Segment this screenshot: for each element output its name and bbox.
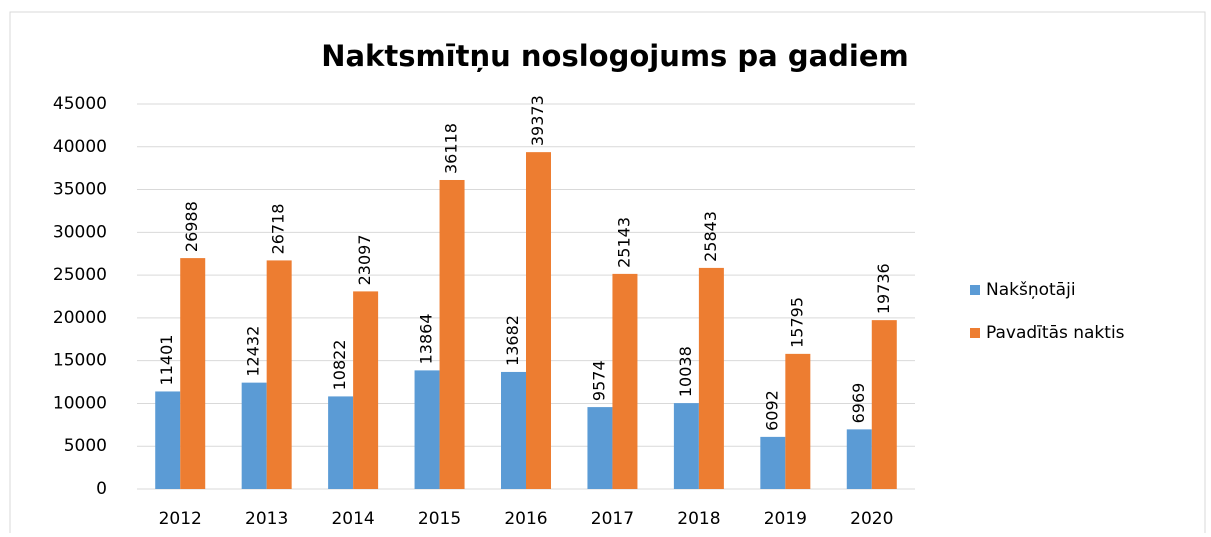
data-label: 10038: [676, 346, 695, 397]
bar: [241, 382, 267, 489]
x-tick-label: 2018: [677, 509, 720, 529]
data-label: 15795: [787, 297, 806, 348]
data-label: 39373: [528, 95, 547, 146]
bar: [612, 273, 638, 489]
legend-label: Nakšņotāji: [986, 280, 1076, 300]
bar: [587, 407, 613, 489]
data-label: 6969: [849, 383, 868, 424]
bar: [439, 179, 465, 489]
x-tick-label: 2016: [504, 509, 547, 529]
data-label: 36118: [442, 123, 461, 174]
chart-title: Naktsmītņu noslogojums pa gadiem: [321, 39, 909, 73]
bar: [698, 267, 724, 489]
y-tick-label: 45000: [53, 94, 107, 114]
y-tick-label: 40000: [53, 137, 107, 157]
data-label: 12432: [244, 326, 263, 377]
x-tick-label: 2014: [331, 509, 374, 529]
bar: [785, 353, 811, 489]
bar: [501, 371, 526, 489]
y-tick-label: 0: [96, 479, 107, 499]
bar: [871, 320, 897, 489]
y-tick-label: 10000: [53, 393, 107, 413]
bar: [414, 370, 440, 489]
y-tick-label: 20000: [53, 308, 107, 328]
y-tick-label: 5000: [64, 436, 107, 456]
y-tick-label: 35000: [53, 180, 107, 200]
x-tick-label: 2015: [418, 509, 461, 529]
data-label: 11401: [157, 335, 176, 386]
bar: [353, 291, 379, 489]
data-label: 25843: [701, 211, 720, 262]
data-label: 13682: [503, 315, 522, 366]
data-label: 6092: [762, 390, 781, 431]
x-tick-label: 2012: [159, 509, 202, 529]
y-tick-label: 25000: [53, 265, 107, 285]
data-label: 19736: [874, 263, 893, 314]
data-label: 25143: [614, 217, 633, 268]
bar: [846, 429, 872, 489]
bar: [266, 260, 292, 489]
chart-border: [9, 11, 1206, 537]
legend-label: Pavadītās naktis: [986, 323, 1125, 343]
bar: [526, 152, 551, 490]
bar: [155, 391, 181, 489]
legend-swatch: [970, 285, 980, 295]
data-label: 9574: [589, 360, 608, 401]
data-label: 23097: [355, 234, 374, 285]
data-label: 26718: [269, 204, 288, 255]
x-tick-label: 2020: [850, 509, 893, 529]
data-label: 10822: [330, 340, 349, 391]
bar: [328, 396, 354, 489]
bar: [673, 403, 699, 489]
data-label: 26988: [182, 201, 201, 252]
bar: [760, 436, 786, 489]
data-label: 13864: [417, 313, 436, 364]
x-tick-label: 2019: [764, 509, 807, 529]
x-tick-label: 2013: [245, 509, 288, 529]
y-tick-label: 15000: [53, 351, 107, 371]
x-tick-label: 2017: [591, 509, 634, 529]
y-tick-label: 30000: [53, 222, 107, 242]
bar: [180, 258, 206, 489]
legend-swatch: [970, 328, 980, 338]
